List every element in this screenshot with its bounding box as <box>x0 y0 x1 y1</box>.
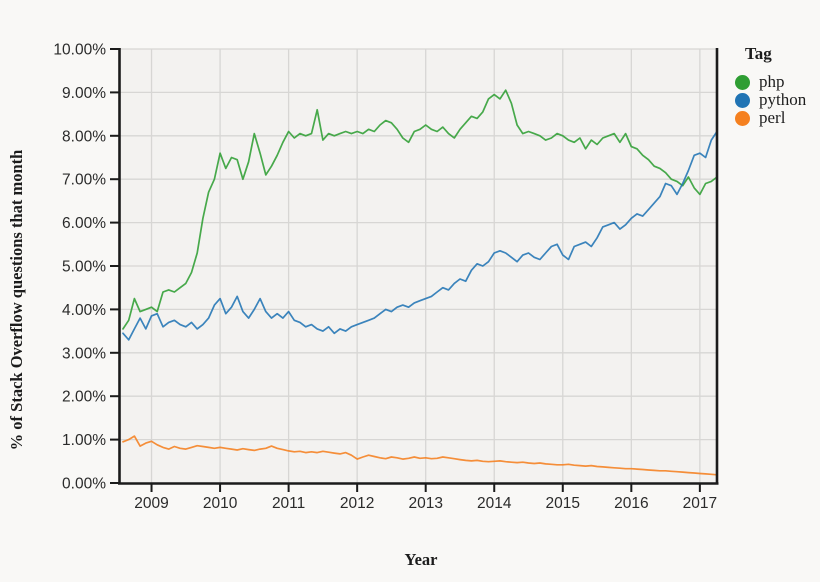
legend-item-php: php <box>735 72 806 91</box>
x-tick-label: 2015 <box>546 495 580 512</box>
php-swatch-icon <box>735 74 750 90</box>
series-line-python <box>122 130 718 341</box>
y-tick-label: 8.00% <box>62 128 106 145</box>
x-axis-title: Year <box>404 550 438 569</box>
legend-label-php: php <box>759 72 785 91</box>
legend-label-perl: perl <box>759 108 786 127</box>
series-line-perl <box>122 435 718 476</box>
series-line-php <box>122 89 718 330</box>
y-tick-label: 7.00% <box>62 172 106 189</box>
x-tick-label: 2017 <box>683 495 717 512</box>
legend-title: Tag <box>745 44 772 63</box>
legend-item-perl: perl <box>735 108 806 127</box>
y-tick-label: 6.00% <box>62 215 106 232</box>
y-tick-label: 10.00% <box>53 42 106 59</box>
y-tick-label: 4.00% <box>62 302 106 319</box>
x-tick-label: 2009 <box>134 495 168 512</box>
y-tick-label: 2.00% <box>62 389 106 406</box>
y-axis-title: % of Stack Overflow questions that month <box>7 149 26 451</box>
legend-label-python: python <box>759 90 807 109</box>
python-swatch-icon <box>735 92 750 108</box>
perl-swatch-icon <box>735 110 750 126</box>
x-tick-label: 2011 <box>272 495 305 512</box>
x-tick-label: 2013 <box>408 495 442 512</box>
x-tick-label: 2010 <box>203 495 238 512</box>
y-tick-label: 9.00% <box>62 85 106 102</box>
legend-item-python: python <box>735 90 807 109</box>
y-tick-label: 1.00% <box>62 432 106 449</box>
x-tick-label: 2014 <box>477 495 512 512</box>
y-tick-label: 5.00% <box>62 259 106 276</box>
x-tick-label: 2012 <box>340 495 374 512</box>
legend: Tag php python perl <box>735 44 806 127</box>
y-tick-label: 3.00% <box>62 345 106 362</box>
x-tick-label: 2016 <box>614 495 648 512</box>
y-tick-label: 0.00% <box>62 476 106 493</box>
